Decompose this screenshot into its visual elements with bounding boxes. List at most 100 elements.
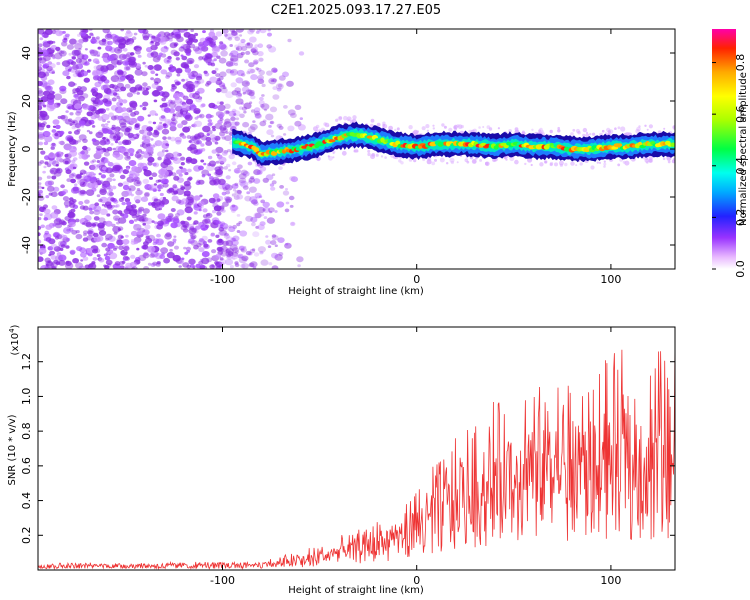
noise-speckle [267, 245, 272, 249]
noise-speckle [251, 248, 256, 252]
band-halo-speckle [475, 156, 478, 160]
noise-speckle [81, 125, 85, 128]
noise-speckle [124, 130, 131, 136]
noise-speckle [110, 197, 115, 202]
noise-speckle [210, 62, 216, 67]
noise-speckle [205, 113, 212, 119]
noise-speckle [240, 180, 249, 188]
noise-speckle [88, 207, 93, 211]
noise-speckle [142, 101, 149, 107]
noise-speckle [147, 262, 152, 266]
noise-speckle [148, 128, 152, 131]
noise-speckle [122, 139, 130, 146]
noise-speckle [78, 47, 82, 51]
noise-speckle [131, 266, 138, 269]
noise-speckle [89, 49, 95, 54]
noise-speckle [246, 191, 251, 195]
noise-speckle [80, 252, 87, 258]
noise-speckle [203, 162, 207, 166]
noise-speckle [189, 263, 195, 268]
noise-speckle [208, 31, 216, 37]
noise-speckle [104, 33, 113, 40]
noise-speckle [172, 238, 177, 242]
noise-speckle [150, 44, 158, 51]
noise-speckle [198, 56, 204, 61]
noise-speckle [78, 265, 86, 269]
noise-speckle [69, 123, 73, 126]
noise-speckle [278, 75, 286, 81]
band-halo-speckle [559, 163, 564, 167]
noise-speckle [126, 167, 130, 171]
y-tick-label: 0.4 [20, 492, 33, 510]
noise-speckle [87, 58, 92, 62]
noise-speckle [140, 144, 144, 148]
band-halo-speckle [416, 130, 419, 134]
noise-speckle [290, 176, 298, 183]
noise-speckle [53, 93, 63, 101]
noise-speckle [193, 64, 200, 69]
noise-speckle [128, 188, 132, 191]
noise-speckle [232, 110, 241, 117]
noise-speckle [160, 69, 168, 75]
noise-speckle [142, 90, 150, 96]
noise-speckle [224, 184, 233, 191]
noise-speckle [38, 256, 44, 262]
noise-speckle [116, 36, 125, 43]
band-halo-speckle [592, 132, 596, 136]
noise-speckle [135, 49, 141, 55]
noise-speckle [168, 99, 173, 104]
noise-speckle [165, 72, 173, 78]
noise-speckle [79, 247, 86, 253]
noise-speckle [75, 116, 82, 122]
noise-speckle [118, 53, 127, 61]
noise-speckle [274, 244, 278, 247]
noise-speckle [102, 136, 106, 140]
noise-speckle [38, 100, 42, 105]
noise-speckle [149, 176, 153, 180]
noise-speckle [188, 238, 195, 244]
noise-speckle [200, 143, 205, 147]
band-halo-speckle [617, 163, 621, 167]
noise-speckle [119, 168, 124, 172]
noise-speckle [248, 262, 255, 268]
noise-speckle [80, 31, 87, 37]
noise-speckle [243, 102, 252, 110]
noise-speckle [225, 196, 233, 203]
band-halo-speckle [575, 164, 578, 167]
noise-speckle [272, 78, 278, 83]
noise-speckle [188, 84, 196, 90]
noise-speckle [184, 67, 192, 73]
noise-speckle [101, 123, 105, 127]
noise-speckle [143, 241, 149, 246]
noise-speckle [171, 195, 179, 202]
noise-speckle [254, 44, 259, 48]
noise-speckle [266, 44, 273, 49]
noise-speckle [201, 103, 206, 107]
noise-speckle [101, 242, 108, 248]
noise-speckle [137, 54, 142, 58]
noise-speckle [248, 177, 255, 183]
noise-speckle [258, 57, 264, 62]
noise-speckle [176, 209, 185, 216]
noise-speckle [127, 148, 135, 154]
noise-speckle [79, 205, 86, 210]
noise-speckle [110, 143, 114, 146]
noise-speckle [218, 156, 227, 164]
noise-speckle [78, 134, 87, 141]
noise-speckle [240, 263, 246, 269]
noise-speckle [184, 206, 193, 214]
noise-speckle [67, 211, 75, 218]
band-halo-speckle [431, 161, 436, 166]
noise-speckle [262, 208, 266, 212]
noise-speckle [287, 125, 295, 132]
noise-speckle [117, 217, 127, 224]
noise-speckle [294, 120, 302, 127]
noise-speckle [258, 69, 266, 76]
noise-speckle [141, 71, 148, 77]
noise-speckle [269, 210, 273, 214]
noise-speckle [236, 222, 241, 227]
noise-speckle [270, 240, 277, 246]
noise-speckle [47, 185, 55, 192]
noise-speckle [68, 221, 76, 228]
noise-speckle [193, 220, 199, 225]
